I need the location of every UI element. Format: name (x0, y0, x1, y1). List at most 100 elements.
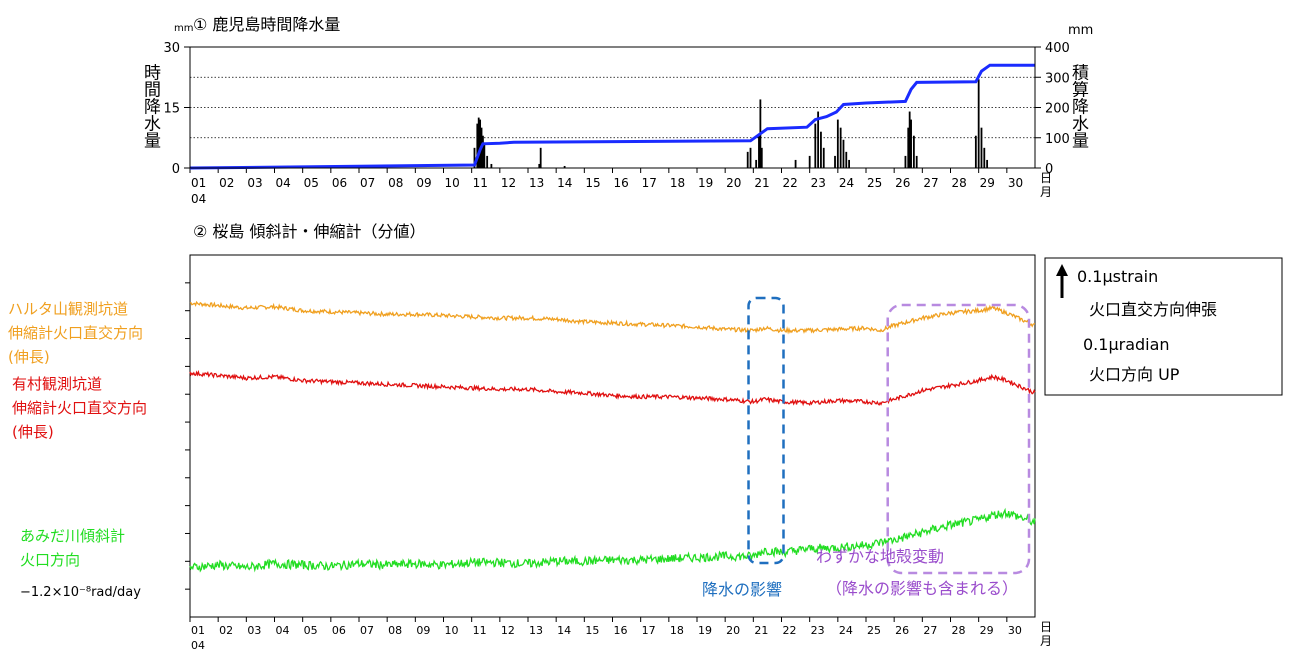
tilt-xtick-label: 20 (726, 624, 740, 637)
left-ytick-label: 0 (172, 162, 180, 177)
right-ytick-label: 400 (1045, 41, 1070, 56)
tilt-xtick-label: 06 (332, 624, 346, 637)
rainfall-bar (974, 135, 977, 168)
tilt-xtick-label: 07 (360, 624, 374, 637)
rainfall-chart: mm ① 鹿児島時間降水量 mm 時間降水量 積算降水量 01530010020… (140, 15, 1093, 206)
amida-note: −1.2×10⁻⁸rad/day (20, 585, 141, 600)
tilt-xtick-label: 23 (811, 624, 825, 637)
rainfall-bar (483, 143, 486, 168)
rainfall-bar (473, 147, 476, 168)
rainfall-bar (986, 159, 989, 168)
rainfall-bar (915, 155, 918, 168)
tilt-month-unit: 月 (1040, 634, 1052, 648)
rainfall-xtick-label: 12 (501, 176, 516, 190)
tilt-xtick-label: 02 (219, 624, 233, 637)
tilt-xtick-label: 13 (529, 624, 543, 637)
rainfall-title: ① 鹿児島時間降水量 (193, 15, 340, 34)
rainfall-bar (755, 159, 758, 168)
rainfall-xtick-label: 21 (754, 176, 769, 190)
right-ytick-label: 0 (1045, 162, 1053, 177)
right-ytick-label: 100 (1045, 132, 1070, 147)
rainfall-xtick-label: 01 (191, 176, 206, 190)
rainfall-xtick-label: 11 (473, 176, 488, 190)
tilt-xtick-label: 09 (416, 624, 430, 637)
rainfall-bar (980, 127, 983, 168)
rainfall-xtick-label: 08 (388, 176, 403, 190)
rainfall-bar (563, 165, 566, 168)
scale-legend-frame (1044, 257, 1283, 396)
cumulative-rainfall-line (189, 63, 1035, 170)
rainfall-bar (746, 151, 749, 168)
rainfall-right-unit: mm (1068, 23, 1093, 38)
rainfall-xtick-label: 14 (557, 176, 572, 190)
rainfall-xtick-label: 27 (923, 176, 938, 190)
rainfall-xtick-label: 26 (895, 176, 910, 190)
rainfall-left-axis-label: 時間降水量 (140, 63, 161, 148)
haruta-series-label: ハルタ山観測坑道伸縮計火口直交方向(伸長) (8, 300, 143, 366)
tilt-xtick-label: 27 (923, 624, 937, 637)
rainfall-xtick-label: 13 (529, 176, 544, 190)
rainfall-bar (848, 159, 850, 168)
right-ytick-label: 200 (1045, 102, 1070, 117)
tilt-xtick-label: 29 (980, 624, 994, 637)
rainfall-day-unit: 日 (1040, 171, 1052, 185)
rainfall-bar (794, 159, 797, 168)
tilt-xtick-label: 05 (304, 624, 318, 637)
rainfall-bar (539, 147, 542, 168)
rain-effect-box (747, 296, 785, 565)
crustal-deformation-box (886, 303, 1031, 575)
tilt-xtick-label: 03 (247, 624, 261, 637)
rain-effect-label: 降水の影響 (702, 580, 782, 599)
rainfall-bar (479, 119, 482, 168)
arimura-strain-line (189, 369, 1036, 407)
rainfall-xtick-label: 09 (416, 176, 431, 190)
rainfall-bar (808, 155, 811, 168)
rainfall-xtick-label: 15 (585, 176, 600, 190)
rainfall-bar (538, 163, 541, 168)
rainfall-bar (977, 79, 980, 168)
scale-strain: 0.1μstrain (1077, 267, 1158, 286)
rainfall-bar (476, 123, 479, 168)
rainfall-xtick-label: 19 (698, 176, 713, 190)
rainfall-bar (749, 147, 752, 168)
tilt-xtick-label: 15 (585, 624, 599, 637)
rainfall-xtick-label: 23 (811, 176, 826, 190)
tilt-xtick-label: 10 (445, 624, 459, 637)
rainfall-bar (907, 127, 910, 168)
scale-strain-desc: 火口直交方向伸張 (1089, 300, 1217, 319)
tilt-xtick-label: 24 (839, 624, 853, 637)
rainfall-bar (842, 139, 845, 168)
rainfall-bar (839, 127, 842, 168)
tilt-xtick-label: 04 (276, 624, 290, 637)
rainfall-bar (908, 111, 911, 168)
rainfall-bar (486, 155, 489, 168)
tilt-xtick-label: 18 (670, 624, 684, 637)
rainfall-xtick-label: 28 (952, 176, 967, 190)
amida-series-label: あみだ川傾斜計火口方向 (20, 527, 125, 569)
tilt-xtick-label: 17 (642, 624, 656, 637)
rainfall-month-unit: 月 (1040, 185, 1052, 199)
tilt-xtick-label: 25 (867, 624, 881, 637)
crustal-deformation-label: わずかな地殻変動 (816, 547, 944, 566)
rainfall-bar (834, 155, 836, 168)
tilt-xtick-label: 16 (614, 624, 628, 637)
rainfall-bar (836, 119, 839, 168)
rainfall-month-label: 04 (191, 192, 206, 206)
rainfall-bar (482, 135, 484, 168)
left-ytick-label: 15 (163, 102, 180, 117)
tilt-xtick-label: 21 (754, 624, 768, 637)
rainfall-xtick-label: 16 (614, 176, 629, 190)
rainfall-plot-frame (189, 46, 1036, 169)
rainfall-bar (490, 163, 493, 168)
rainfall-xtick-label: 10 (445, 176, 460, 190)
tilt-xtick-label: 12 (501, 624, 515, 637)
rainfall-right-axis-label: 積算降水量 (1068, 63, 1089, 148)
rain-included-label: （降水の影響も含まれる） (826, 579, 1018, 598)
scale-radian-desc: 火口方向 UP (1089, 365, 1180, 384)
arimura-series-label: 有村観測坑道伸縮計火口直交方向(伸長) (12, 375, 147, 441)
rainfall-xtick-label: 22 (783, 176, 798, 190)
tilt-strain-chart: ② 桜島 傾斜計・伸縮計（分値） 01 02 03 04 05 06 07 08 09 10 11 1… (8, 222, 1283, 652)
right-ytick-label: 300 (1045, 71, 1070, 86)
rainfall-bar (983, 147, 986, 168)
